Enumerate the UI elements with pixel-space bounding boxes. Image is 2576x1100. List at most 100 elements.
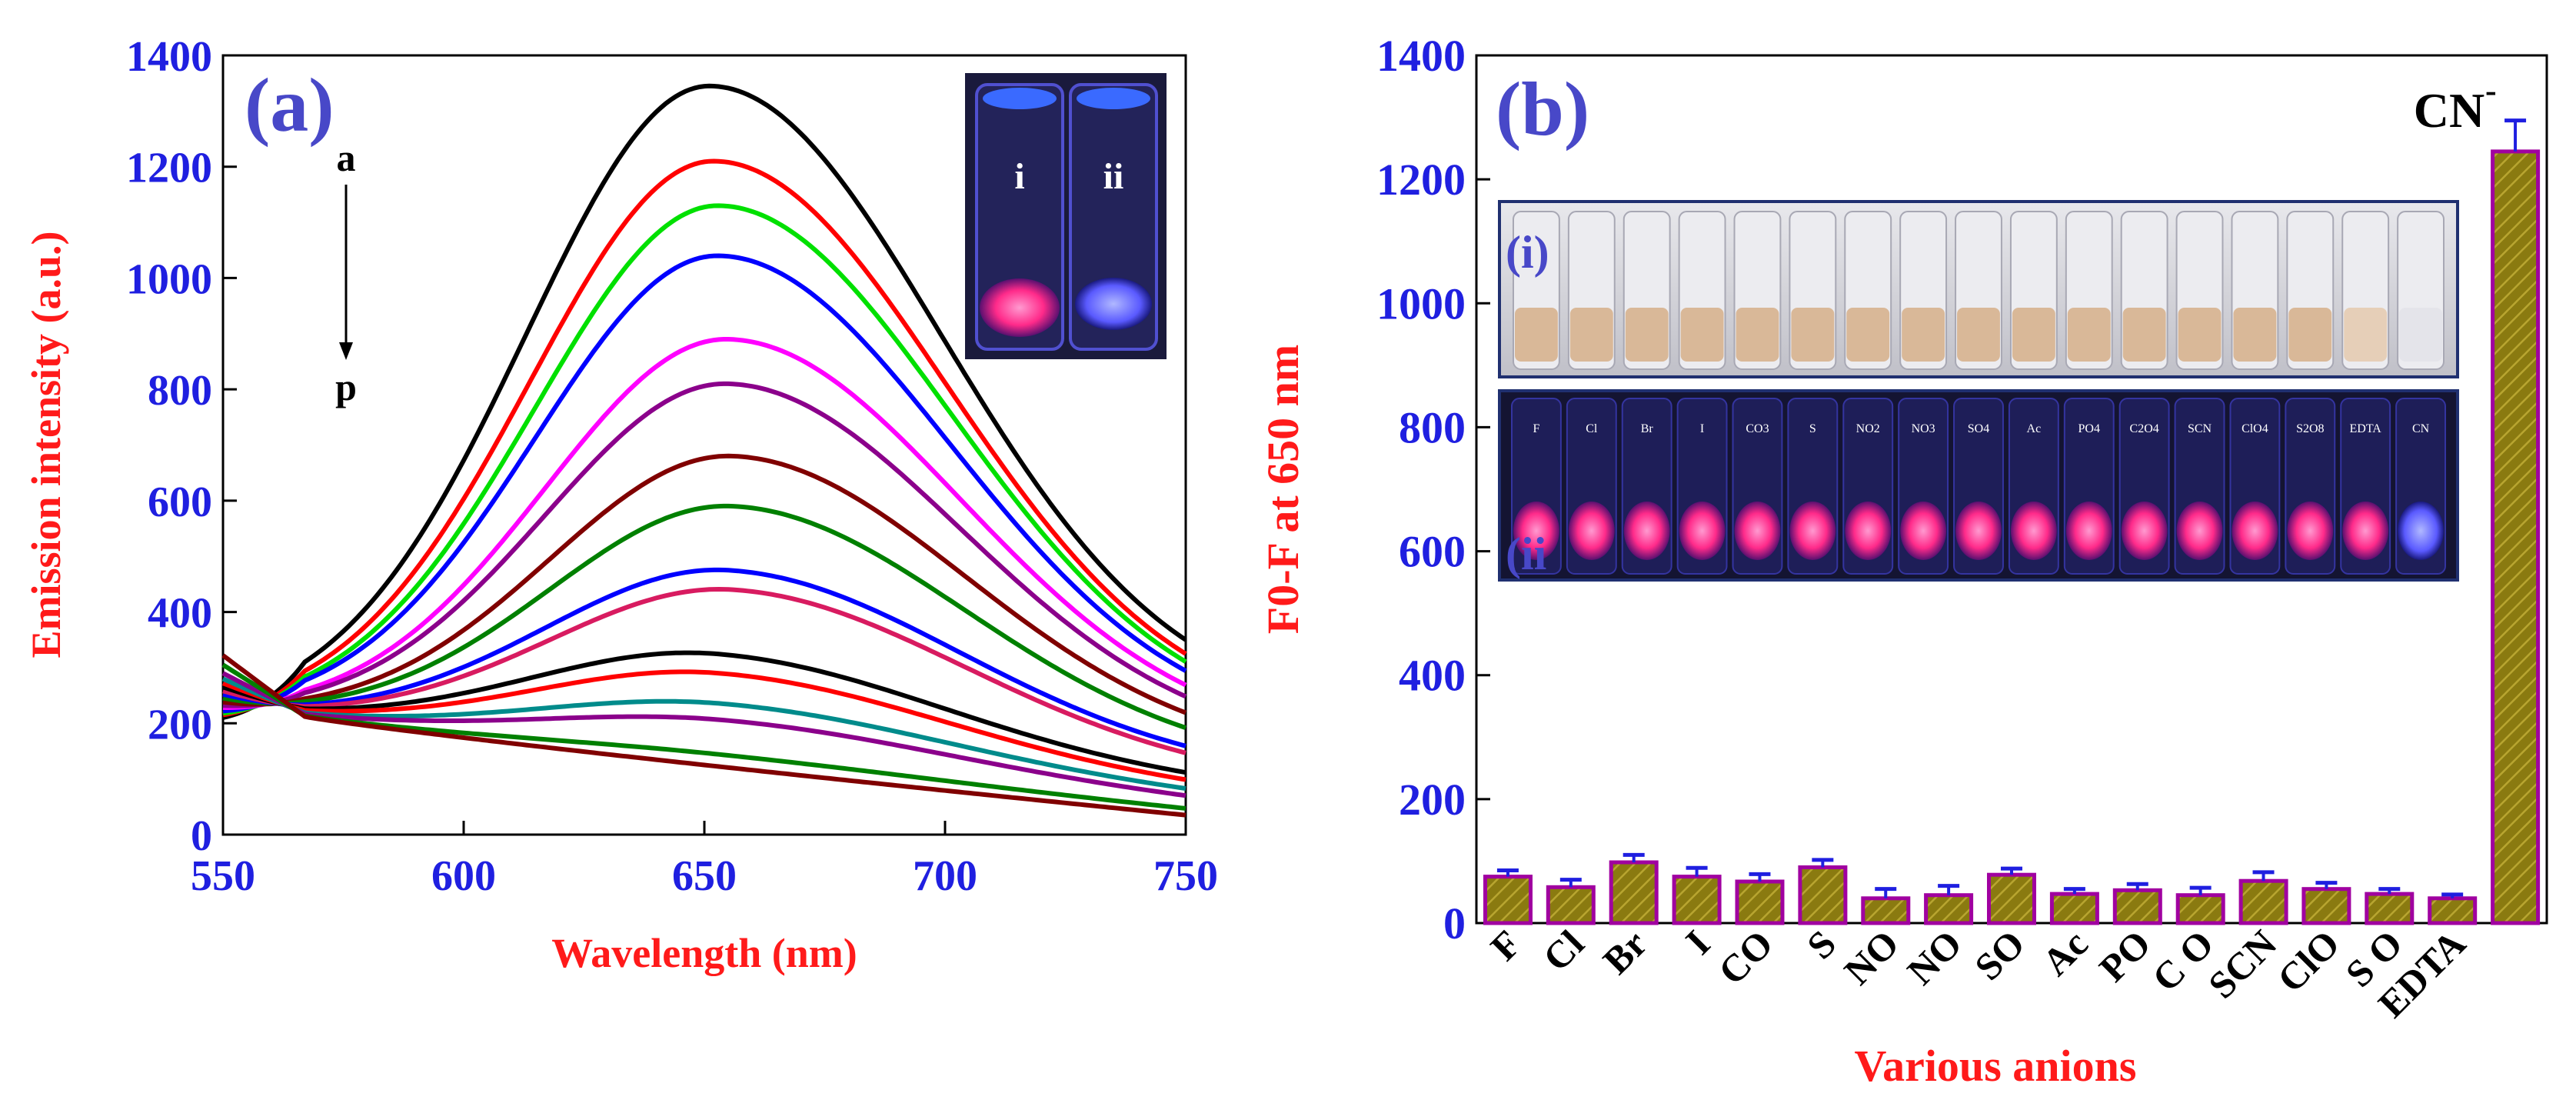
- y-tick-label: 400: [148, 590, 212, 638]
- emission-curve-h: [222, 503, 1186, 731]
- daylight-vial-solution: [1736, 308, 1779, 362]
- x-category-label: CO: [1710, 922, 1782, 993]
- bar-12: [2238, 878, 2288, 925]
- emission-curve-j: [222, 586, 1186, 755]
- uv-vial-label: I: [1700, 422, 1704, 435]
- bar-7: [1924, 893, 1974, 925]
- y-tick-label: 1400: [1376, 31, 1466, 81]
- x-tick-label: 600: [431, 852, 496, 900]
- inset-photo-i: (i): [1498, 200, 2459, 378]
- y-tick-label: 1000: [126, 255, 212, 303]
- inset-label-i: i: [1014, 156, 1024, 197]
- daylight-vial-solution: [1957, 308, 2000, 362]
- y-tick-label: 1200: [1376, 155, 1466, 205]
- inset-photo-a: i ii: [965, 73, 1167, 359]
- bar-0: [1483, 875, 1533, 925]
- vial-ii-emission: [1075, 278, 1152, 330]
- uv-vial-label: CN: [2412, 422, 2430, 435]
- x-category-label: NO: [1835, 922, 1907, 993]
- inset-ii-vials: F Cl Br I CO3 S NO2 NO3 SO4 Ac PO4 C2O4 SCN ClO4 S2O8 E…: [1511, 398, 2447, 575]
- y-axis-ticks-a: 0 200 400 600 800 1000 1200 1400: [126, 33, 237, 860]
- emission-curve-c: [222, 203, 1187, 716]
- bar-14: [2365, 892, 2415, 925]
- emission-curve-e: [223, 337, 1187, 710]
- daylight-vial-solution: [1625, 308, 1669, 362]
- emission-curve-i: [222, 567, 1186, 748]
- emission-curve-b: [222, 158, 1187, 718]
- x-tick-label: 650: [672, 852, 737, 900]
- bars: [1483, 118, 2541, 925]
- uv-vial-label: Cl: [1586, 422, 1598, 435]
- bar-1: [1546, 885, 1596, 925]
- x-category-label: F: [1482, 922, 1529, 968]
- bar-8: [1987, 872, 2036, 925]
- y-tick-label: 800: [1399, 402, 1466, 452]
- uv-vial-emission: [1845, 502, 1892, 560]
- uv-vial-emission: [2010, 502, 2057, 560]
- y-axis-label-b: F0-F at 650 nm: [1258, 345, 1308, 634]
- x-category-label: Ac: [2034, 922, 2096, 984]
- daylight-vial-solution: [2399, 308, 2442, 362]
- x-tick-label: 750: [1153, 852, 1218, 900]
- y-tick-label: 200: [1399, 775, 1466, 825]
- x-category-label: SCN: [2200, 922, 2285, 1006]
- uv-vial-emission: [1789, 502, 1836, 560]
- daylight-vial-solution: [2067, 308, 2111, 362]
- x-axis-ticks-a: 550 600 650 700 750: [191, 821, 1218, 900]
- y-tick-label: 1200: [126, 145, 212, 192]
- panel-label-b: (b): [1496, 66, 1589, 152]
- y-tick-label: 600: [1399, 527, 1466, 577]
- uv-vial-label: Ac: [2027, 422, 2042, 435]
- uv-vial-emission: [2398, 502, 2444, 560]
- arrow-start-label: a: [337, 136, 356, 179]
- daylight-vial-solution: [2288, 308, 2332, 362]
- uv-vial-label: Br: [1641, 422, 1654, 435]
- uv-vial-label: S2O8: [2296, 422, 2324, 435]
- uv-vial-label: EDTA: [2349, 422, 2381, 435]
- x-tick-label: 550: [191, 852, 255, 900]
- uv-vial-emission: [2287, 502, 2334, 560]
- uv-vial-label: SCN: [2188, 422, 2212, 435]
- emission-curve-o: [221, 662, 1186, 811]
- y-axis-label-a: Emission intensity (a.u.): [23, 231, 69, 658]
- uv-vial-emission: [1679, 502, 1726, 560]
- emission-curve-l: [221, 669, 1186, 782]
- uv-vial-emission: [2065, 502, 2112, 560]
- x-category-label: Br: [1595, 922, 1656, 982]
- x-tick-label: 700: [913, 852, 977, 900]
- daylight-vial-solution: [1515, 308, 1558, 362]
- daylight-vial-solution: [1569, 308, 1613, 362]
- bar-13: [2301, 887, 2351, 925]
- uv-vial-label: SO4: [1968, 422, 1989, 435]
- x-axis-label-a: Wavelength (nm): [551, 930, 857, 976]
- vial-i-cap: [983, 88, 1057, 109]
- y-tick-label: 1400: [126, 33, 212, 81]
- y-tick-label: 0: [1443, 898, 1466, 948]
- inset-i-vials: [1513, 211, 2445, 370]
- vial-i-emission: [980, 278, 1060, 337]
- uv-vial-emission: [1734, 502, 1781, 560]
- daylight-vial-solution: [1846, 308, 1890, 362]
- highlight-bar-label-charge: -: [2485, 72, 2497, 109]
- uv-vial-label: S: [1809, 422, 1816, 435]
- y-tick-label: 800: [148, 367, 212, 415]
- daylight-vial-solution: [1791, 308, 1835, 362]
- emission-curve-d: [222, 253, 1187, 714]
- x-category-label: I: [1677, 922, 1718, 962]
- panel-label-a: (a): [245, 62, 334, 148]
- uv-vial-emission: [1955, 502, 2002, 560]
- inset-label-i-b: (i): [1506, 227, 1549, 278]
- y-tick-label: 0: [191, 812, 212, 860]
- daylight-vial-solution: [1902, 308, 1945, 362]
- x-category-label: NO: [1899, 922, 1970, 993]
- emission-curve-g: [222, 453, 1187, 715]
- arrow-head-icon: [339, 342, 353, 360]
- bar-4: [1735, 879, 1785, 925]
- daylight-vial-solution: [2012, 308, 2055, 362]
- bar-11: [2175, 893, 2225, 925]
- bar-16: [2491, 149, 2541, 925]
- uv-vial-emission: [1568, 502, 1615, 560]
- uv-vial-emission: [1900, 502, 1947, 560]
- uv-vial-label: PO4: [2078, 422, 2100, 435]
